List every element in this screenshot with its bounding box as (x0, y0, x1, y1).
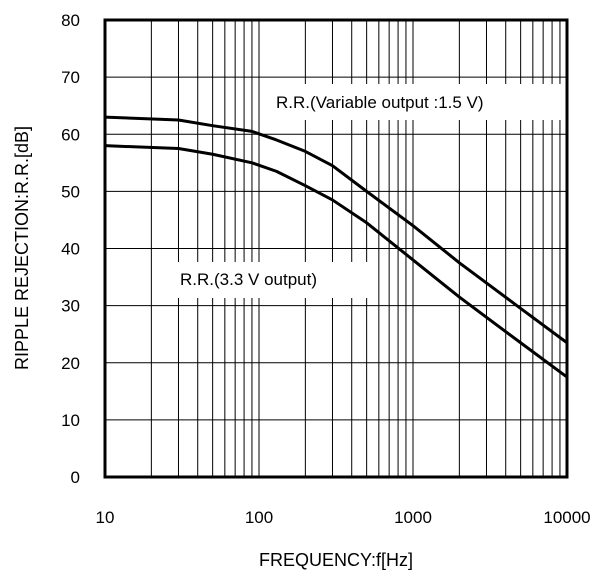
x-tick-label: 1000 (394, 508, 432, 527)
y-tick-label: 70 (61, 68, 80, 87)
y-tick-label: 10 (61, 411, 80, 430)
y-tick-label: 50 (61, 182, 80, 201)
plot-frame (103, 18, 569, 479)
x-axis-label: FREQUENCY:f[Hz] (259, 550, 413, 570)
y-tick-label: 80 (61, 11, 80, 30)
y-tick-label: 0 (71, 468, 80, 487)
y-tick-label: 60 (61, 125, 80, 144)
y-axis-label: RIPPLE REJECTION:R.R.[dB] (12, 126, 32, 370)
y-tick-label: 40 (61, 240, 80, 259)
legend-box-variable (264, 84, 566, 120)
y-tick-label: 30 (61, 297, 80, 316)
x-tick-labels: 10 100 1000 10000 (96, 508, 591, 527)
series-line-2 (104, 144, 568, 379)
y-tick-labels: 0 10 20 30 40 50 60 70 80 (61, 11, 80, 487)
legend-box-fixed (170, 262, 378, 298)
legend-label-fixed: R.R.(3.3 V output) (180, 270, 317, 289)
x-tick-label: 10000 (543, 508, 590, 527)
x-tick-label: 10 (96, 508, 115, 527)
curves (104, 115, 568, 379)
legend-label-variable: R.R.(Variable output :1.5 V) (276, 93, 484, 112)
x-tick-label: 100 (245, 508, 273, 527)
series-line-1 (104, 115, 568, 344)
y-tick-label: 20 (61, 354, 80, 373)
